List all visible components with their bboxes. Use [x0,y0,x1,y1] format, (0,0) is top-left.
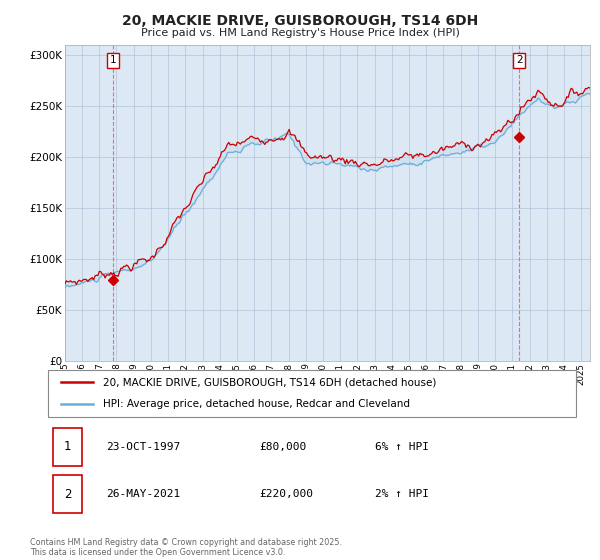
Text: 2: 2 [64,488,71,501]
Text: Price paid vs. HM Land Registry's House Price Index (HPI): Price paid vs. HM Land Registry's House … [140,28,460,38]
Text: Contains HM Land Registry data © Crown copyright and database right 2025.
This d: Contains HM Land Registry data © Crown c… [30,538,342,557]
Text: HPI: Average price, detached house, Redcar and Cleveland: HPI: Average price, detached house, Redc… [103,399,410,409]
FancyBboxPatch shape [53,428,82,466]
Text: 23-OCT-1997: 23-OCT-1997 [106,442,181,451]
Text: 2% ↑ HPI: 2% ↑ HPI [376,489,430,499]
Text: 20, MACKIE DRIVE, GUISBOROUGH, TS14 6DH: 20, MACKIE DRIVE, GUISBOROUGH, TS14 6DH [122,14,478,28]
Text: £220,000: £220,000 [259,489,313,499]
FancyBboxPatch shape [53,475,82,513]
Text: 2: 2 [516,55,523,65]
Text: 26-MAY-2021: 26-MAY-2021 [106,489,181,499]
Text: 1: 1 [64,440,71,453]
FancyBboxPatch shape [48,370,576,417]
Text: 1: 1 [110,55,116,65]
Text: 6% ↑ HPI: 6% ↑ HPI [376,442,430,451]
Text: 20, MACKIE DRIVE, GUISBOROUGH, TS14 6DH (detached house): 20, MACKIE DRIVE, GUISBOROUGH, TS14 6DH … [103,377,437,388]
Text: £80,000: £80,000 [259,442,307,451]
